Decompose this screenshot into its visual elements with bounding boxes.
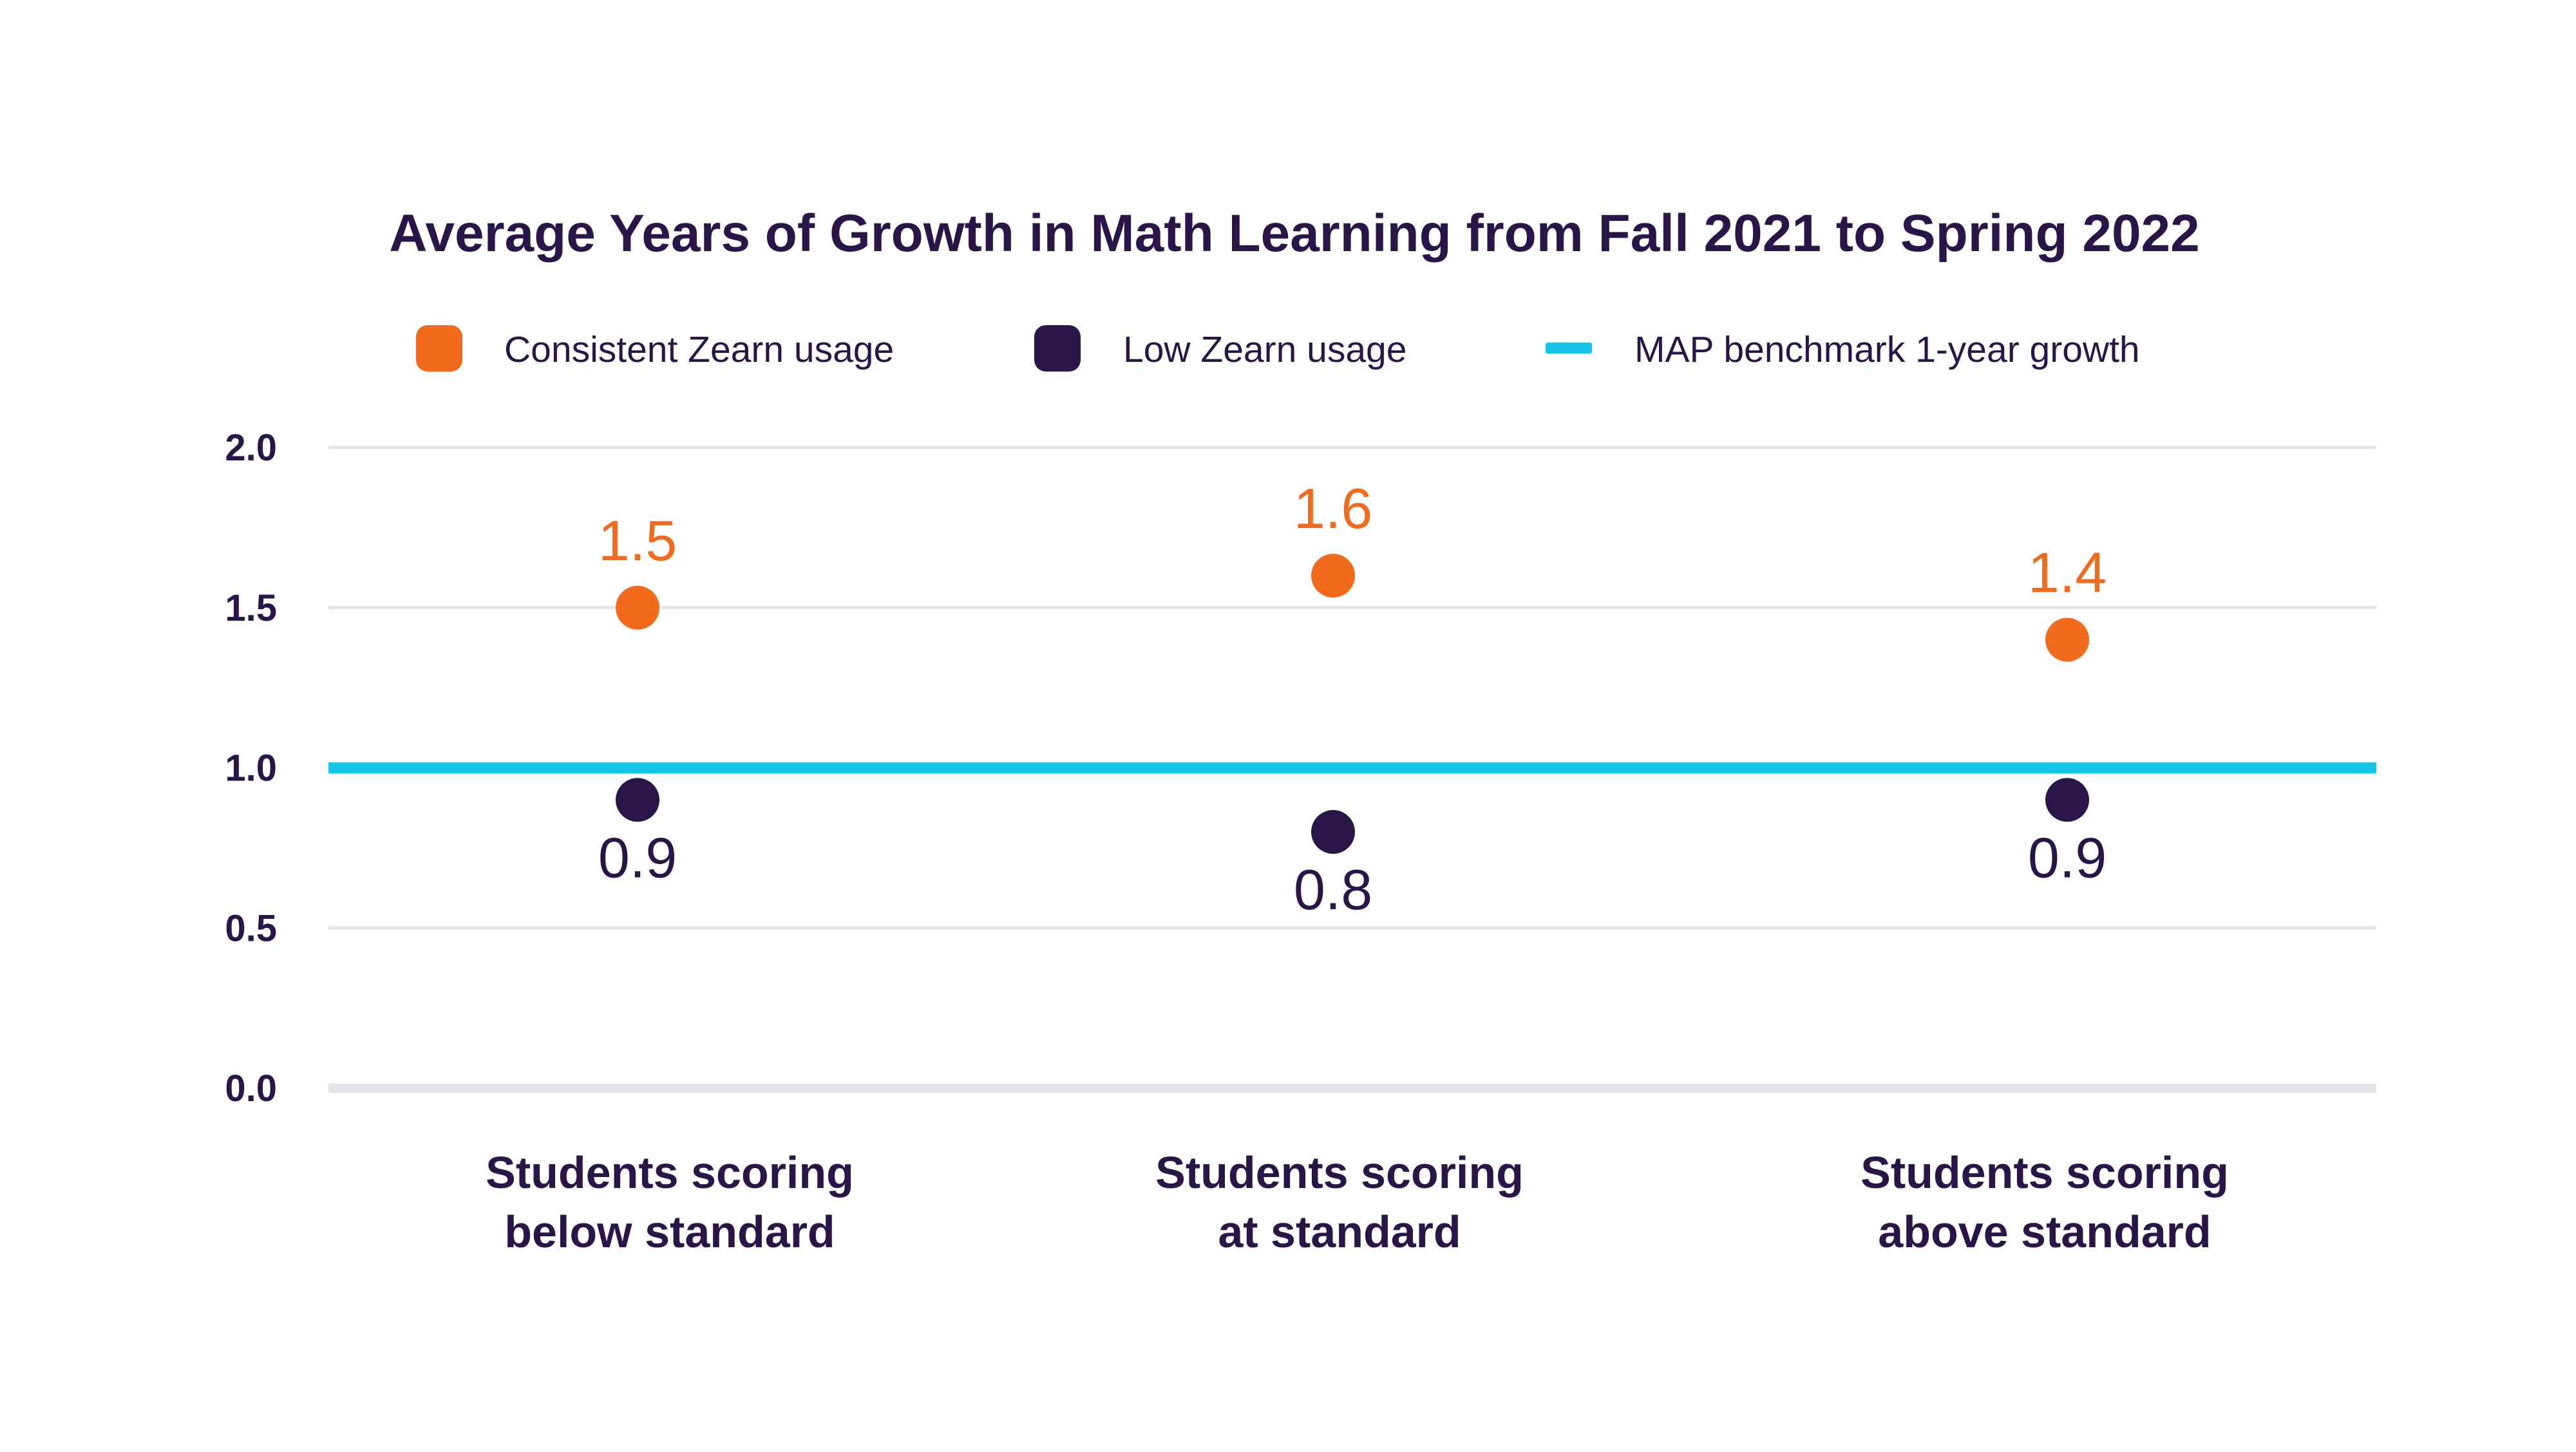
legend-swatch-benchmark [1546,343,1592,354]
chart-title: Average Years of Growth in Math Learning… [389,204,2200,263]
y-tick-label: 1.0 [225,748,277,789]
x-category-label: Students scoring [1155,1147,1524,1198]
data-point-consistent [1311,554,1355,598]
data-label-consistent: 1.4 [2028,541,2107,605]
data-point-low [2045,778,2089,822]
legend-label-benchmark: MAP benchmark 1-year growth [1634,329,2140,370]
legend-item-low: Low Zearn usage [1034,325,1406,372]
data-label-consistent: 1.6 [1294,476,1372,540]
legend-swatch-consistent [416,325,462,372]
y-tick-label: 2.0 [225,427,277,469]
x-category-label: above standard [1878,1207,2211,1257]
y-axis-ticks: 0.0 0.5 1.0 1.5 2.0 [225,427,277,1109]
data-label-low: 0.9 [2028,825,2107,889]
y-tick-label: 0.5 [225,907,277,949]
data-point-consistent [2045,618,2089,662]
data-label-low: 0.8 [1294,858,1372,921]
legend-label-consistent: Consistent Zearn usage [504,329,894,370]
legend: Consistent Zearn usage Low Zearn usage M… [416,325,2140,372]
data-label-low: 0.9 [598,825,677,889]
x-axis-labels: Students scoring below standard Students s… [486,1147,2229,1257]
y-tick-label: 0.0 [225,1068,277,1109]
legend-item-benchmark: MAP benchmark 1-year growth [1546,329,2140,370]
legend-item-consistent: Consistent Zearn usage [416,325,894,372]
x-category-label: Students scoring [1861,1147,2229,1198]
legend-swatch-low [1034,325,1081,372]
data-label-consistent: 1.5 [598,509,677,572]
x-category-label: Students scoring [486,1147,854,1198]
data-point-consistent [616,585,659,630]
x-category-label: below standard [504,1207,835,1257]
data-point-low [616,778,659,822]
data-points: 1.5 1.6 1.4 0.9 0.8 0.9 [598,476,2107,921]
data-point-low [1311,810,1355,854]
x-category-label: at standard [1218,1207,1461,1257]
legend-label-low: Low Zearn usage [1123,329,1406,370]
y-tick-label: 1.5 [225,587,277,629]
